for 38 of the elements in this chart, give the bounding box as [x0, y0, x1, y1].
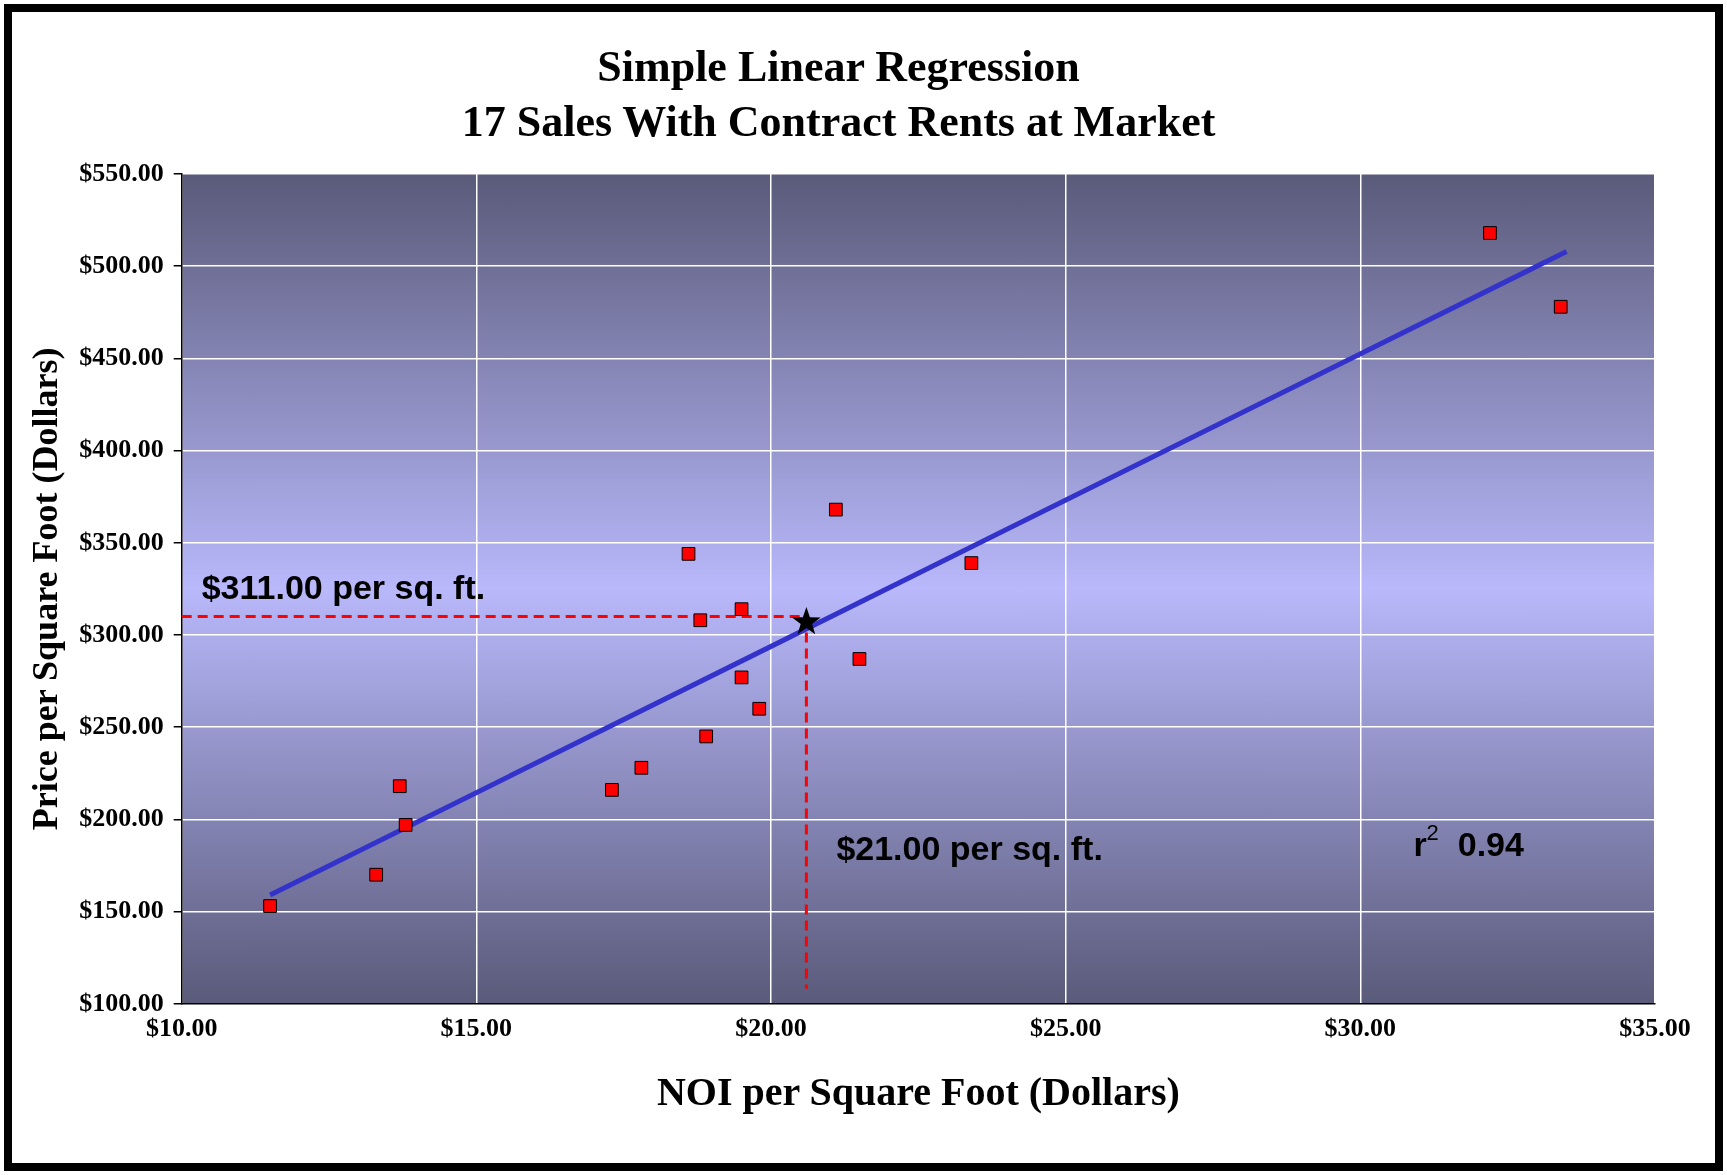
point	[699, 729, 714, 744]
y-axis-title: Price per Square Foot (Dollars)	[24, 347, 65, 831]
chart-title: Simple Linear Regression	[597, 41, 1080, 91]
x-tick-label: $30.00	[1324, 1013, 1397, 1043]
chart-subtitle: 17 Sales With Contract Rents at Market	[461, 96, 1216, 146]
point	[964, 556, 979, 570]
point	[792, 607, 821, 635]
point	[734, 602, 749, 617]
y-tick-label: $150.00	[79, 895, 164, 925]
point	[1553, 299, 1568, 314]
y-tick-label: $200.00	[79, 803, 164, 833]
point	[852, 652, 867, 666]
y-tick-label: $300.00	[79, 618, 164, 648]
x-axis-title: NOI per Square Foot (Dollars)	[656, 1069, 1180, 1115]
point	[693, 613, 708, 628]
y-tick-label: $250.00	[79, 710, 164, 740]
point	[1483, 226, 1497, 240]
y-tick-label: $350.00	[79, 526, 164, 556]
x-tick-label: $15.00	[440, 1013, 513, 1043]
y-tick-label: $450.00	[79, 342, 164, 372]
ref-line-label: $21.00 per sq. ft.	[836, 828, 1103, 867]
point	[681, 547, 696, 561]
point	[752, 701, 767, 716]
point	[392, 779, 407, 794]
point	[369, 867, 384, 882]
point	[263, 899, 277, 913]
point	[398, 818, 413, 832]
x-tick-label: $35.00	[1619, 1013, 1691, 1043]
y-tick-label: $500.00	[79, 249, 164, 279]
point	[634, 760, 649, 775]
point	[605, 783, 619, 797]
ref-line-label: $311.00 per sq. ft.	[201, 567, 486, 606]
y-tick-label: $400.00	[79, 434, 164, 464]
x-tick-label: $20.00	[735, 1013, 807, 1043]
point	[734, 670, 749, 685]
x-tick-label: $25.00	[1029, 1013, 1102, 1043]
point	[828, 502, 843, 517]
y-tick-label: $550.00	[79, 157, 164, 187]
